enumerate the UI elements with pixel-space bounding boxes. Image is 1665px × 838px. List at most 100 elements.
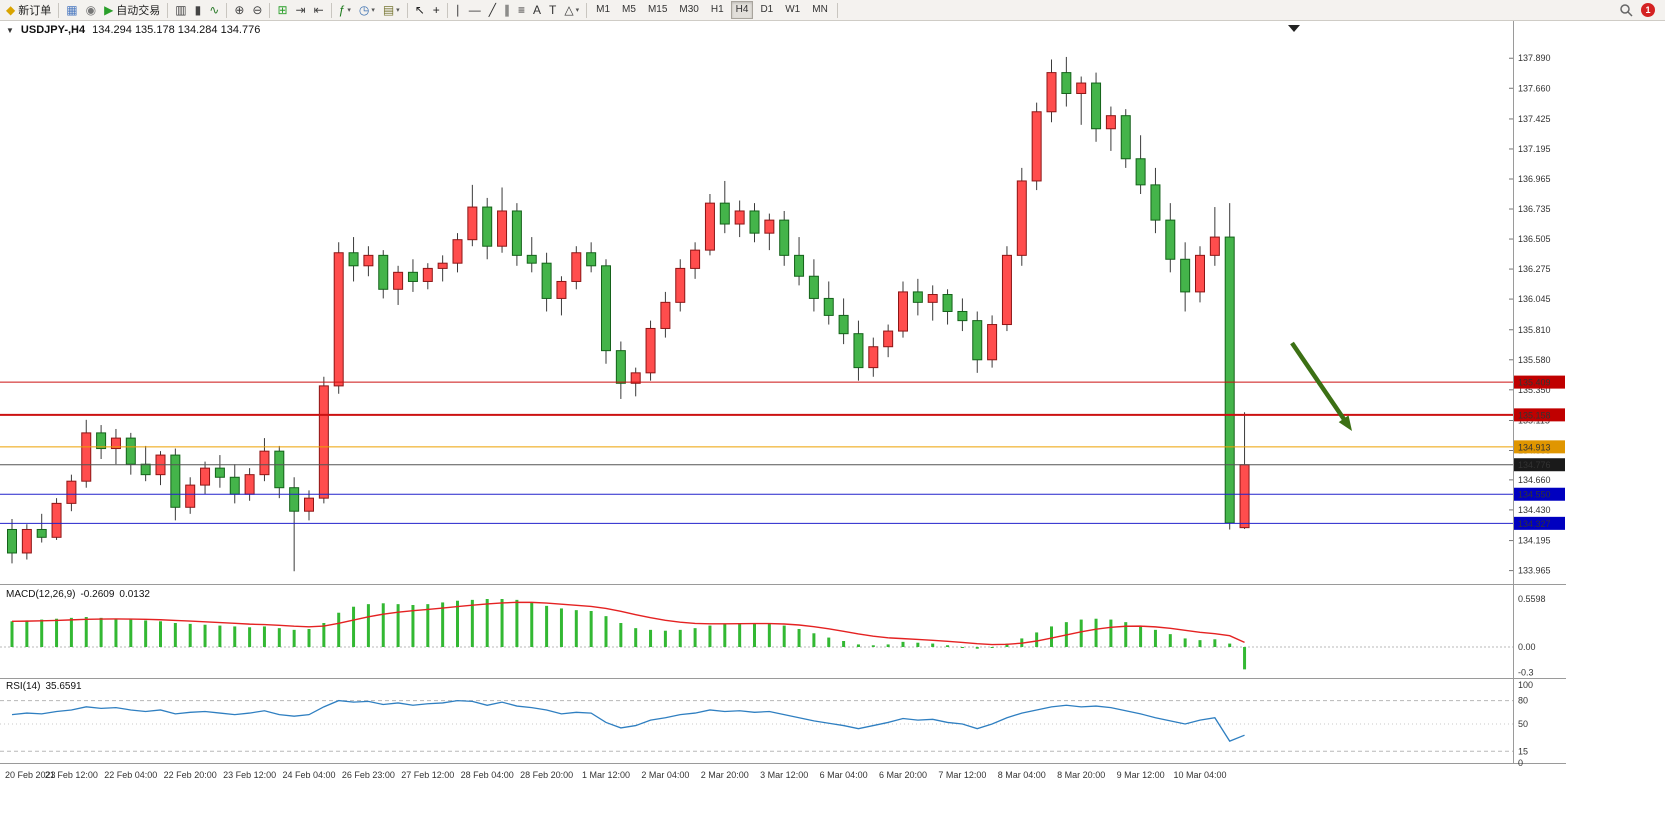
- candle-body: [853, 333, 864, 369]
- macd-histogram-bar: [218, 625, 222, 647]
- time-axis-label: 8 Mar 04:00: [998, 770, 1046, 780]
- candle-body: [51, 502, 62, 538]
- time-axis-label: 9 Mar 12:00: [1117, 770, 1165, 780]
- rsi-axis-label: 50: [1518, 719, 1528, 729]
- candle-body: [660, 301, 671, 329]
- notification-badge[interactable]: 1: [1641, 3, 1655, 17]
- bar-chart-button[interactable]: ▥: [171, 0, 190, 20]
- toolbar-separator: [167, 2, 169, 18]
- timeframe-h4-button[interactable]: H4: [730, 1, 754, 19]
- arrow-object[interactable]: [1290, 341, 1350, 426]
- timeframe-w1-button[interactable]: W1: [785, 4, 801, 15]
- shift-marker-icon[interactable]: [1288, 25, 1300, 32]
- terminal-button[interactable]: ▦: [62, 0, 81, 20]
- macd-histogram-bar: [782, 625, 786, 647]
- timeframe-m15-button[interactable]: M15: [647, 4, 668, 15]
- chart-shift-button[interactable]: ⇤: [310, 0, 328, 20]
- candle-body: [586, 252, 597, 267]
- timeframe-m5-button[interactable]: M5: [622, 4, 636, 15]
- dropdown-caret-icon[interactable]: ▾: [396, 7, 400, 14]
- price-tag: [1514, 440, 1565, 454]
- macd-histogram-bar: [1079, 619, 1083, 647]
- price-tag: [1514, 458, 1565, 472]
- timeframe-mn-button[interactable]: MN: [812, 4, 828, 15]
- macd-histogram-bar: [856, 644, 860, 647]
- candle-body: [511, 210, 522, 256]
- candle-body: [630, 372, 641, 384]
- timeframe-m1-button[interactable]: M1: [596, 4, 611, 15]
- dropdown-caret-icon[interactable]: ▾: [575, 7, 580, 14]
- candle-body: [452, 239, 463, 264]
- macd-histogram-bar: [173, 623, 177, 647]
- periods-button[interactable]: ◷ ▾: [355, 0, 379, 20]
- candlestick-chart-icon: ▮: [194, 3, 202, 17]
- zoom-in-button[interactable]: ⊕: [230, 0, 248, 20]
- candle-body: [1016, 180, 1027, 256]
- candle-body: [675, 267, 686, 303]
- equidistant-channel-button[interactable]: ∥: [500, 0, 514, 20]
- auto-scroll-button[interactable]: ⇥: [292, 0, 310, 20]
- dropdown-caret-icon[interactable]: ▾: [371, 7, 375, 14]
- chart-window[interactable]: 137.890 137.660 137.425 137.195 136.965 136.7…: [0, 21, 1566, 788]
- chart-canvas[interactable]: 137.890 137.660 137.425 137.195 136.965 136.7…: [0, 21, 1566, 788]
- timeframe-h1-button[interactable]: H1: [710, 4, 724, 15]
- candle-body: [690, 249, 701, 269]
- macd-histogram-bar: [366, 604, 370, 647]
- new-order-button[interactable]: ◆ 新订单: [2, 0, 55, 20]
- autotrading-button[interactable]: ▶ 自动交易: [100, 0, 164, 20]
- macd-histogram-bar: [99, 617, 103, 647]
- text-button[interactable]: A: [529, 0, 545, 20]
- candlestick-chart-button[interactable]: ▮: [191, 0, 206, 20]
- crosshair-button[interactable]: +: [429, 0, 444, 20]
- candle-body: [704, 202, 715, 251]
- macd-histogram-bar: [693, 628, 697, 647]
- candle-body: [244, 474, 255, 495]
- vertical-line-button[interactable]: ∣: [451, 0, 465, 20]
- trendline-button[interactable]: ╱: [485, 0, 500, 20]
- candle-body: [601, 265, 611, 352]
- timeframe-d1-button[interactable]: D1: [760, 4, 774, 15]
- candle-body: [170, 454, 181, 508]
- fibonacci-button[interactable]: ≡: [514, 0, 529, 20]
- time-axis-label: 28 Feb 04:00: [461, 770, 514, 780]
- candle-body: [1091, 82, 1102, 130]
- dropdown-caret-icon[interactable]: ▾: [347, 7, 351, 14]
- macd-histogram-bar: [1183, 638, 1187, 647]
- arrow-object-head[interactable]: [1338, 415, 1352, 431]
- macd-histogram-bar: [871, 645, 875, 647]
- new-order-label: 新订单: [18, 5, 52, 17]
- arrow-objects-button[interactable]: △ ▾: [560, 0, 583, 20]
- text-label-button[interactable]: T: [545, 0, 560, 20]
- candle-body: [393, 271, 404, 290]
- macd-histogram-bar: [203, 624, 207, 647]
- indicators-button[interactable]: ƒ ▾: [335, 0, 355, 20]
- candle-body: [482, 206, 493, 247]
- navigator-button[interactable]: ◉: [82, 0, 100, 20]
- candle-body: [1209, 236, 1220, 256]
- timeframe-m30-button[interactable]: M30: [679, 4, 699, 15]
- search-icon[interactable]: [1619, 3, 1634, 18]
- zoom-out-button[interactable]: ⊖: [248, 0, 266, 20]
- macd-histogram-bar: [1228, 643, 1232, 647]
- tile-windows-button[interactable]: ⊞: [273, 0, 291, 20]
- main-toolbar: ◆ 新订单 ▦ ◉ ▶ 自动交易 ▥ ▮ ∿ ⊕ ⊖ ⊞ ⇥ ⇤ ƒ ▾ ◷ ▾ ▤ ▾ ↖ + ∣ — ╱ ∥ ≡ A T △ ▾ M1 M5…: [0, 0, 1665, 21]
- candle-body: [808, 275, 819, 299]
- price-axis-label: 136.735: [1518, 204, 1551, 214]
- rsi-axis-label: 100: [1518, 680, 1533, 690]
- price-axis-label: 137.195: [1518, 144, 1551, 154]
- candle-body: [734, 210, 745, 225]
- price-tag: [1514, 375, 1565, 389]
- horizontal-line-button[interactable]: —: [465, 0, 485, 20]
- time-axis-label: 1 Mar 12:00: [582, 770, 630, 780]
- templates-button[interactable]: ▤ ▾: [379, 0, 404, 20]
- macd-histogram-bar: [248, 627, 252, 647]
- macd-histogram-bar: [1094, 618, 1098, 647]
- macd-histogram-bar: [515, 599, 519, 647]
- candle-body: [96, 432, 107, 450]
- bar-chart-icon: ▥: [175, 3, 187, 17]
- macd-histogram-bar: [886, 644, 890, 647]
- autotrading-label: 自动交易: [116, 5, 161, 17]
- line-chart-button[interactable]: ∿: [205, 0, 223, 20]
- zoom-in-icon: ⊕: [234, 3, 245, 17]
- cursor-button[interactable]: ↖: [411, 0, 429, 20]
